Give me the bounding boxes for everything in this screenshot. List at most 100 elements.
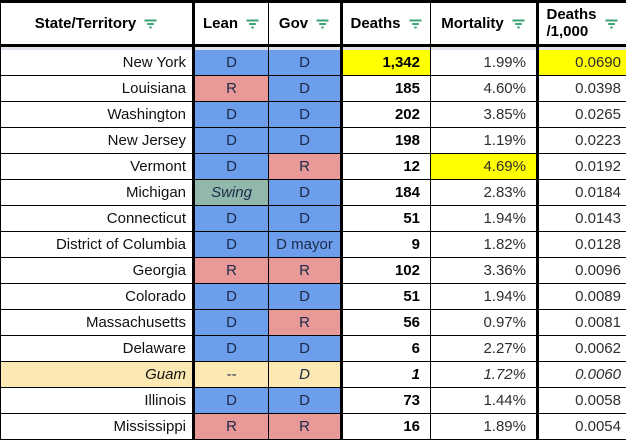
cell-gov[interactable]: D	[268, 387, 343, 414]
cell-mortality[interactable]: 4.60%	[430, 75, 539, 102]
cell-deaths[interactable]: 184	[341, 179, 431, 206]
cell-mortality[interactable]: 1.72%	[430, 361, 539, 388]
col-header-gov[interactable]: Gov	[268, 0, 343, 47]
cell-deaths-per-1000[interactable]: 0.0060	[537, 361, 626, 388]
cell-gov[interactable]: R	[268, 257, 343, 284]
cell-state[interactable]: District of Columbia	[0, 231, 195, 258]
cell-gov[interactable]: D	[268, 101, 343, 128]
cell-gov[interactable]: D mayor	[268, 231, 343, 258]
cell-lean[interactable]: Swing	[193, 179, 269, 206]
cell-deaths-per-1000[interactable]: 0.0184	[537, 179, 626, 206]
cell-deaths[interactable]: 202	[341, 101, 431, 128]
cell-state[interactable]: Michigan	[0, 179, 195, 206]
cell-gov[interactable]: R	[268, 413, 343, 440]
cell-deaths[interactable]: 185	[341, 75, 431, 102]
cell-lean[interactable]: R	[193, 75, 269, 102]
cell-mortality[interactable]: 1.89%	[430, 413, 539, 440]
cell-gov[interactable]: D	[268, 335, 343, 362]
col-header-lean[interactable]: Lean	[193, 0, 269, 47]
cell-deaths[interactable]: 16	[341, 413, 431, 440]
cell-lean[interactable]: D	[193, 101, 269, 128]
cell-gov[interactable]: D	[268, 283, 343, 310]
cell-state[interactable]: Delaware	[0, 335, 195, 362]
cell-deaths-per-1000[interactable]: 0.0223	[537, 127, 626, 154]
cell-state[interactable]: New Jersey	[0, 127, 195, 154]
cell-state[interactable]: New York	[0, 49, 195, 76]
filter-icon[interactable]	[143, 18, 158, 30]
cell-gov[interactable]: D	[268, 205, 343, 232]
cell-gov[interactable]: R	[268, 153, 343, 180]
cell-deaths-per-1000[interactable]: 0.0089	[537, 283, 626, 310]
cell-state[interactable]: Mississippi	[0, 413, 195, 440]
cell-gov[interactable]: D	[268, 179, 343, 206]
cell-deaths-per-1000[interactable]: 0.0690	[537, 49, 626, 76]
col-header-mortality[interactable]: Mortality	[430, 0, 539, 47]
cell-state[interactable]: Colorado	[0, 283, 195, 310]
cell-mortality[interactable]: 2.27%	[430, 335, 539, 362]
cell-state[interactable]: Vermont	[0, 153, 195, 180]
cell-lean[interactable]: D	[193, 153, 269, 180]
col-header-deaths-per-1000[interactable]: Deaths /1,000	[537, 0, 626, 47]
cell-deaths[interactable]: 1	[341, 361, 431, 388]
cell-gov[interactable]: D	[268, 75, 343, 102]
cell-mortality[interactable]: 1.94%	[430, 205, 539, 232]
cell-gov[interactable]: D	[268, 361, 343, 388]
cell-mortality[interactable]: 4.69%	[430, 153, 539, 180]
cell-deaths-per-1000[interactable]: 0.0062	[537, 335, 626, 362]
cell-lean[interactable]: R	[193, 413, 269, 440]
cell-lean[interactable]: D	[193, 127, 269, 154]
cell-lean[interactable]: D	[193, 231, 269, 258]
cell-mortality[interactable]: 1.94%	[430, 283, 539, 310]
cell-deaths[interactable]: 12	[341, 153, 431, 180]
cell-deaths-per-1000[interactable]: 0.0265	[537, 101, 626, 128]
cell-deaths-per-1000[interactable]: 0.0096	[537, 257, 626, 284]
cell-deaths-per-1000[interactable]: 0.0192	[537, 153, 626, 180]
cell-deaths[interactable]: 198	[341, 127, 431, 154]
cell-state[interactable]: Connecticut	[0, 205, 195, 232]
cell-deaths[interactable]: 6	[341, 335, 431, 362]
cell-deaths-per-1000[interactable]: 0.0081	[537, 309, 626, 336]
filter-icon[interactable]	[408, 18, 423, 30]
col-header-deaths[interactable]: Deaths	[341, 0, 431, 47]
cell-mortality[interactable]: 2.83%	[430, 179, 539, 206]
cell-deaths-per-1000[interactable]: 0.0054	[537, 413, 626, 440]
cell-deaths-per-1000[interactable]: 0.0058	[537, 387, 626, 414]
cell-deaths-per-1000[interactable]: 0.0128	[537, 231, 626, 258]
cell-mortality[interactable]: 3.36%	[430, 257, 539, 284]
cell-deaths[interactable]: 51	[341, 205, 431, 232]
cell-gov[interactable]: D	[268, 127, 343, 154]
cell-deaths[interactable]: 51	[341, 283, 431, 310]
cell-lean[interactable]: D	[193, 387, 269, 414]
cell-state[interactable]: Guam	[0, 361, 195, 388]
cell-state[interactable]: Illinois	[0, 387, 195, 414]
filter-icon[interactable]	[315, 18, 330, 30]
cell-deaths[interactable]: 73	[341, 387, 431, 414]
filter-icon[interactable]	[604, 18, 619, 30]
filter-icon[interactable]	[245, 18, 260, 30]
cell-lean[interactable]: D	[193, 335, 269, 362]
cell-mortality[interactable]: 1.44%	[430, 387, 539, 414]
cell-lean[interactable]: D	[193, 283, 269, 310]
cell-mortality[interactable]: 1.99%	[430, 49, 539, 76]
cell-gov[interactable]: D	[268, 49, 343, 76]
cell-mortality[interactable]: 1.19%	[430, 127, 539, 154]
cell-deaths[interactable]: 9	[341, 231, 431, 258]
cell-lean[interactable]: R	[193, 257, 269, 284]
cell-mortality[interactable]: 3.85%	[430, 101, 539, 128]
cell-state[interactable]: Georgia	[0, 257, 195, 284]
cell-deaths[interactable]: 102	[341, 257, 431, 284]
cell-lean[interactable]: --	[193, 361, 269, 388]
filter-icon[interactable]	[511, 18, 526, 30]
cell-deaths-per-1000[interactable]: 0.0398	[537, 75, 626, 102]
col-header-state[interactable]: State/Territory	[0, 0, 195, 47]
cell-state[interactable]: Massachusetts	[0, 309, 195, 336]
cell-gov[interactable]: R	[268, 309, 343, 336]
cell-state[interactable]: Louisiana	[0, 75, 195, 102]
cell-lean[interactable]: D	[193, 49, 269, 76]
cell-deaths[interactable]: 1,342	[341, 49, 431, 76]
cell-deaths[interactable]: 56	[341, 309, 431, 336]
cell-mortality[interactable]: 0.97%	[430, 309, 539, 336]
cell-state[interactable]: Washington	[0, 101, 195, 128]
cell-mortality[interactable]: 1.82%	[430, 231, 539, 258]
cell-lean[interactable]: D	[193, 205, 269, 232]
